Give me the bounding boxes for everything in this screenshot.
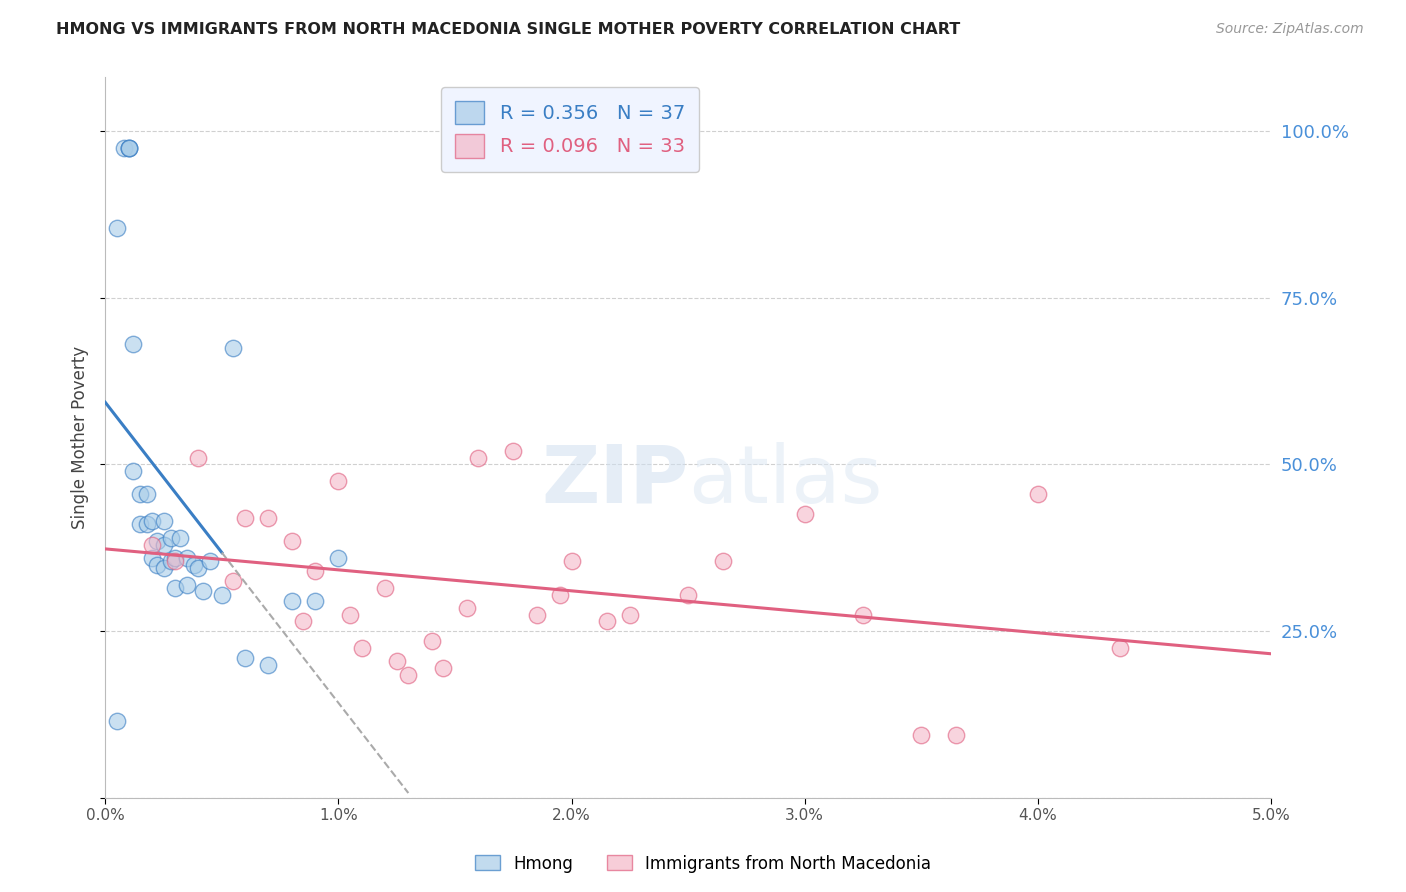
Point xyxy=(222,341,245,355)
Point xyxy=(176,550,198,565)
Point xyxy=(233,651,256,665)
Point xyxy=(105,220,128,235)
Point xyxy=(526,607,548,622)
Point xyxy=(176,577,198,591)
Point xyxy=(292,614,315,628)
Point xyxy=(112,140,135,154)
Point xyxy=(350,640,373,655)
Legend: R = 0.356   N = 37, R = 0.096   N = 33: R = 0.356 N = 37, R = 0.096 N = 33 xyxy=(441,87,699,171)
Point xyxy=(191,584,214,599)
Legend: Hmong, Immigrants from North Macedonia: Hmong, Immigrants from North Macedonia xyxy=(468,848,938,880)
Point xyxy=(145,534,167,549)
Point xyxy=(1108,640,1130,655)
Point xyxy=(385,654,408,668)
Point xyxy=(328,550,350,565)
Point xyxy=(619,607,641,622)
Point xyxy=(456,601,478,615)
Point xyxy=(198,554,221,568)
Point xyxy=(165,581,187,595)
Point xyxy=(281,534,304,549)
Point xyxy=(152,514,174,528)
Point xyxy=(467,450,489,465)
Point xyxy=(145,558,167,572)
Text: atlas: atlas xyxy=(688,442,883,520)
Point xyxy=(281,594,304,608)
Point xyxy=(165,550,187,565)
Point xyxy=(129,517,152,532)
Point xyxy=(141,537,163,551)
Point xyxy=(152,561,174,575)
Point xyxy=(304,564,326,578)
Point xyxy=(233,511,256,525)
Point xyxy=(793,508,815,522)
Point xyxy=(502,444,524,458)
Point xyxy=(159,554,181,568)
Text: Source: ZipAtlas.com: Source: ZipAtlas.com xyxy=(1216,22,1364,37)
Point xyxy=(945,728,967,742)
Text: HMONG VS IMMIGRANTS FROM NORTH MACEDONIA SINGLE MOTHER POVERTY CORRELATION CHART: HMONG VS IMMIGRANTS FROM NORTH MACEDONIA… xyxy=(56,22,960,37)
Point xyxy=(129,487,152,501)
Y-axis label: Single Mother Poverty: Single Mother Poverty xyxy=(72,346,89,529)
Point xyxy=(257,657,280,672)
Point xyxy=(136,487,159,501)
Point xyxy=(432,661,454,675)
Point xyxy=(676,588,699,602)
Point xyxy=(141,550,163,565)
Point xyxy=(222,574,245,589)
Point xyxy=(374,581,396,595)
Point xyxy=(159,531,181,545)
Point xyxy=(257,511,280,525)
Point xyxy=(187,561,209,575)
Point xyxy=(117,140,139,154)
Point xyxy=(187,450,209,465)
Point xyxy=(169,531,191,545)
Point xyxy=(595,614,617,628)
Point xyxy=(852,607,875,622)
Point xyxy=(1026,487,1049,501)
Point xyxy=(141,514,163,528)
Point xyxy=(304,594,326,608)
Point xyxy=(420,634,443,648)
Point xyxy=(117,140,139,154)
Point xyxy=(211,588,233,602)
Text: ZIP: ZIP xyxy=(541,442,688,520)
Point xyxy=(711,554,734,568)
Point xyxy=(122,464,145,478)
Point xyxy=(561,554,583,568)
Point xyxy=(339,607,361,622)
Point xyxy=(548,588,571,602)
Point xyxy=(183,558,205,572)
Point xyxy=(165,554,187,568)
Point xyxy=(910,728,932,742)
Point xyxy=(105,714,128,729)
Point xyxy=(122,337,145,351)
Point xyxy=(328,474,350,488)
Point xyxy=(117,140,139,154)
Point xyxy=(396,667,419,681)
Point xyxy=(152,537,174,551)
Point xyxy=(136,517,159,532)
